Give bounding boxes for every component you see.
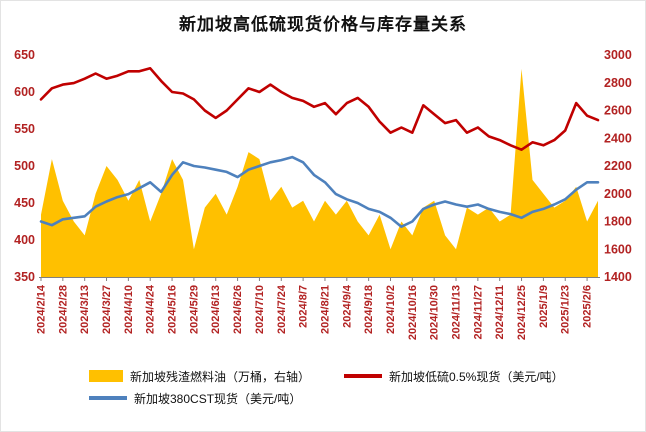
legend-item-380cst-spot: 新加坡380CST现货（美元/吨）	[89, 387, 344, 409]
svg-text:2024/11/27: 2024/11/27	[472, 285, 484, 339]
svg-text:2024/2/28: 2024/2/28	[57, 285, 69, 334]
legend-swatch-red-line-icon	[344, 374, 382, 378]
svg-text:2000: 2000	[604, 187, 632, 201]
svg-text:2024/10/2: 2024/10/2	[385, 285, 397, 334]
svg-text:2024/8/7: 2024/8/7	[298, 285, 310, 328]
svg-text:2024/8/21: 2024/8/21	[320, 285, 332, 334]
svg-text:400: 400	[14, 233, 35, 247]
svg-text:2600: 2600	[604, 104, 632, 118]
svg-text:2024/3/13: 2024/3/13	[79, 285, 91, 334]
svg-text:450: 450	[14, 196, 35, 210]
chart-legend: 新加坡残渣燃料油（万桶，右轴） 新加坡低硫0.5%现货（美元/吨） 新加坡380…	[89, 365, 609, 409]
legend-label-380cst-spot: 新加坡380CST现货（美元/吨）	[134, 391, 302, 406]
svg-text:2024/12/11: 2024/12/11	[494, 285, 506, 339]
svg-text:1400: 1400	[604, 270, 632, 284]
legend-item-fuel-oil-stock: 新加坡残渣燃料油（万桶，右轴）	[89, 365, 344, 387]
svg-text:2400: 2400	[604, 131, 632, 145]
svg-text:500: 500	[14, 159, 35, 173]
legend-label-low-sulfur-spot: 新加坡低硫0.5%现货（美元/吨）	[389, 369, 564, 384]
svg-text:2024/5/16: 2024/5/16	[167, 285, 179, 334]
svg-text:2200: 2200	[604, 159, 632, 173]
legend-item-low-sulfur-spot: 新加坡低硫0.5%现货（美元/吨）	[344, 365, 599, 387]
legend-swatch-blue-line-icon	[89, 396, 127, 400]
svg-text:2024/2/14: 2024/2/14	[36, 284, 48, 334]
svg-text:3000: 3000	[604, 48, 632, 62]
svg-text:2025/2/6: 2025/2/6	[582, 285, 594, 328]
legend-swatch-area-icon	[89, 370, 123, 382]
svg-text:1600: 1600	[604, 242, 632, 256]
svg-text:2025/1/9: 2025/1/9	[538, 285, 550, 328]
svg-text:2024/10/30: 2024/10/30	[429, 285, 441, 340]
svg-text:2024/3/27: 2024/3/27	[101, 285, 113, 334]
svg-text:2024/5/29: 2024/5/29	[188, 285, 200, 334]
svg-text:2024/9/18: 2024/9/18	[363, 285, 375, 334]
svg-text:2024/7/24: 2024/7/24	[276, 284, 288, 334]
svg-text:650: 650	[14, 48, 35, 62]
svg-text:2024/4/10: 2024/4/10	[123, 285, 135, 334]
svg-text:2024/7/10: 2024/7/10	[254, 285, 266, 334]
svg-text:2024/4/24: 2024/4/24	[145, 284, 157, 334]
legend-label-fuel-oil-stock: 新加坡残渣燃料油（万桶，右轴）	[130, 369, 311, 384]
svg-text:2024/6/13: 2024/6/13	[210, 285, 222, 334]
svg-text:2800: 2800	[604, 76, 632, 90]
svg-text:600: 600	[14, 85, 35, 99]
svg-text:2024/12/25: 2024/12/25	[516, 285, 528, 340]
svg-text:1800: 1800	[604, 215, 632, 229]
svg-text:350: 350	[14, 270, 35, 284]
svg-text:2024/11/13: 2024/11/13	[451, 285, 463, 339]
combo-chart-svg: 650 600 550 500 450 400 350 3000 2800 2600 2400 220…	[14, 48, 632, 340]
svg-text:2025/1/23: 2025/1/23	[560, 285, 572, 334]
svg-text:2024/9/4: 2024/9/4	[341, 284, 353, 328]
chart-title: 新加坡高低硫现货价格与库存量关系	[179, 15, 467, 34]
svg-text:550: 550	[14, 122, 35, 136]
svg-text:2024/6/26: 2024/6/26	[232, 285, 244, 334]
svg-text:2024/10/16: 2024/10/16	[407, 285, 419, 340]
